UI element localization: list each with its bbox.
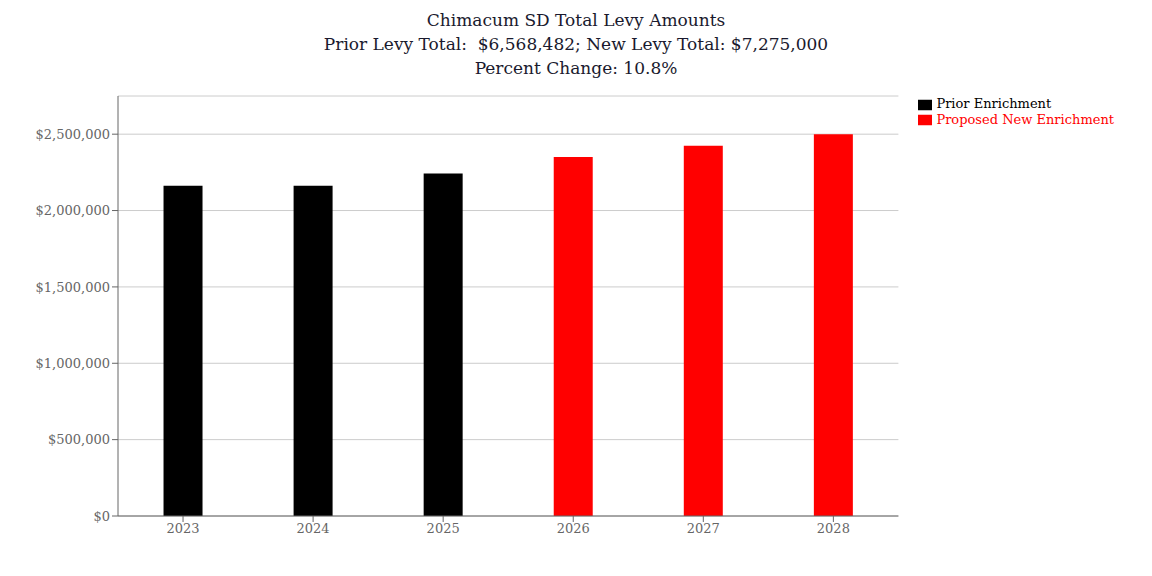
svg-text:$1,500,000: $1,500,000: [36, 280, 110, 295]
svg-text:2025: 2025: [427, 521, 460, 536]
html-text:Prior Enrichment: Prior Enrichment: [936, 96, 1052, 111]
svg-text:$1,000,000: $1,000,000: [36, 356, 110, 371]
svg-text:2023: 2023: [166, 521, 199, 536]
svg-text:$2,500,000: $2,500,000: [36, 127, 110, 142]
svg-text:$2,000,000: $2,000,000: [36, 203, 110, 218]
html-text:Proposed New Enrichment: Proposed New Enrichment: [936, 111, 1114, 127]
html-text:Chimacum SD Total Levy Amounts: Chimacum SD Total Levy Amounts: [426, 10, 726, 30]
svg-text:$500,000: $500,000: [48, 432, 110, 447]
svg-text:2026: 2026: [557, 521, 590, 536]
svg-text:2024: 2024: [297, 521, 330, 536]
html-text:Percent Change: 10.8%: Percent Change: 10.8%: [474, 58, 678, 78]
svg-text:2028: 2028: [817, 521, 850, 536]
svg-text:$0: $0: [93, 509, 110, 524]
svg-text:2027: 2027: [687, 521, 720, 536]
html-text:Prior Levy Total: $6,568,482;: Prior Levy Total: $6,568,482; New Levy T…: [323, 34, 829, 54]
